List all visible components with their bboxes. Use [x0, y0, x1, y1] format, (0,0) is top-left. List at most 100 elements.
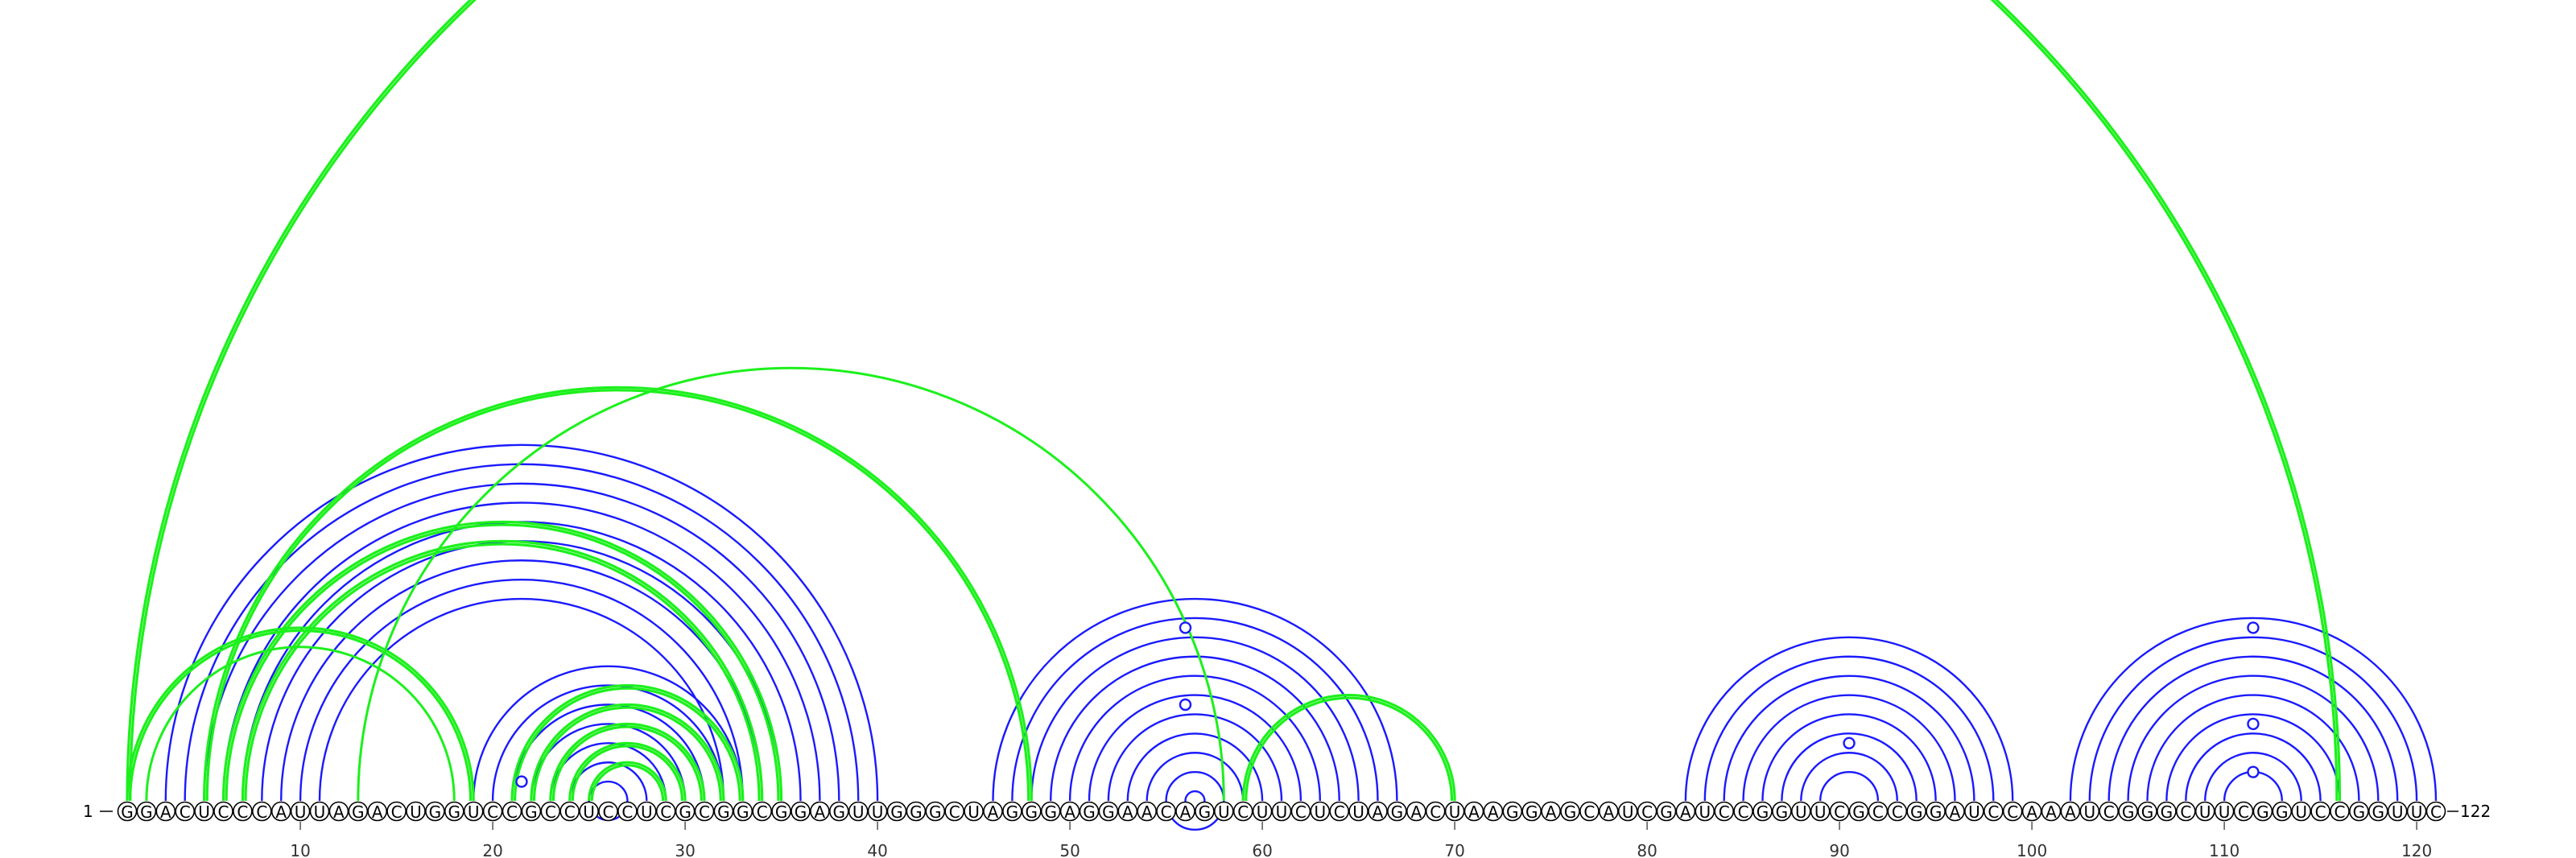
- nucleotide: C: [2002, 801, 2023, 822]
- nucleotide: A: [2041, 801, 2062, 822]
- nucleotide-letter: U: [1218, 802, 1230, 822]
- loop-marker: [515, 775, 528, 788]
- nucleotide-letter: U: [1352, 802, 1364, 822]
- axis-tick-label: 30: [675, 841, 695, 858]
- nucleotide: G: [1387, 801, 1407, 822]
- base-pair-arc: [2185, 732, 2322, 802]
- nucleotide: U: [1214, 801, 1234, 822]
- nucleotide-letter: A: [160, 802, 171, 822]
- nucleotide: A: [1483, 801, 1504, 822]
- alt-pair-arc: [130, 0, 2337, 801]
- nucleotide: C: [559, 801, 580, 822]
- alt-pair-arc: [128, 629, 473, 802]
- nucleotide-letter: U: [2411, 802, 2423, 822]
- nucleotide-letter: G: [717, 802, 730, 822]
- alt-pair-arc: [225, 523, 780, 802]
- base-pair-arc: [1184, 790, 1206, 802]
- nucleotide-letter: U: [2295, 802, 2307, 822]
- nucleotide: G: [2118, 801, 2138, 822]
- nucleotide: G: [1195, 801, 1215, 822]
- nucleotide: G: [1079, 801, 1100, 822]
- nucleotide: C: [175, 801, 195, 822]
- nucleotide: A: [1137, 801, 1157, 822]
- nucleotide: G: [733, 801, 753, 822]
- nucleotide: U: [1964, 801, 1984, 822]
- nucleotide-letter: G: [1660, 802, 1673, 822]
- nucleotide: U: [1791, 801, 1811, 822]
- nucleotide-letter: G: [679, 802, 691, 822]
- axis-tick-label: 70: [1444, 841, 1464, 858]
- nucleotide-letter: C: [1583, 802, 1595, 822]
- alt-pair-arc: [221, 520, 783, 802]
- nucleotide: A: [1675, 801, 1696, 822]
- base-pair-arc: [2088, 636, 2418, 802]
- base-pair-arc: [1011, 617, 1379, 802]
- nucleotide: A: [1059, 801, 1080, 822]
- nucleotide: U: [1252, 801, 1273, 822]
- nucleotide-letter: G: [525, 802, 538, 822]
- nucleotide: U: [2079, 801, 2100, 822]
- alt-pair-arc: [1241, 693, 1456, 802]
- base-pair-arc: [473, 665, 744, 802]
- base-pair-arc: [1165, 771, 1225, 802]
- alt-pair-arc: [203, 386, 1033, 802]
- nucleotide-letter: C: [660, 802, 671, 822]
- nucleotide-letter: G: [448, 802, 461, 822]
- nucleotide-letter: U: [1449, 802, 1461, 822]
- loop-marker: [1179, 621, 1192, 634]
- nucleotide: U: [194, 801, 214, 822]
- nucleotide: C: [2425, 801, 2446, 822]
- nucleotide-letter: G: [910, 802, 923, 822]
- nucleotide-letter: A: [1950, 802, 1961, 822]
- nucleotide: C: [1868, 801, 1889, 822]
- nucleotide-letter: A: [1546, 802, 1557, 822]
- nucleotide-letter: G: [1525, 802, 1538, 822]
- nucleotide: C: [617, 801, 638, 822]
- nucleotide-letter: C: [2238, 802, 2249, 822]
- nucleotide-letter: C: [237, 802, 248, 822]
- base-pair-arc: [184, 463, 860, 802]
- nucleotide: C: [502, 801, 522, 822]
- alt-pair-arc: [530, 703, 725, 802]
- nucleotide: A: [270, 801, 291, 822]
- nucleotide-letter: G: [833, 802, 846, 822]
- nucleotide: U: [309, 801, 330, 822]
- loop-marker: [2247, 765, 2260, 778]
- alt-pair-arc: [549, 722, 706, 802]
- nucleotide: U: [1271, 801, 1292, 822]
- nucleotide-letter: U: [1795, 802, 1807, 822]
- nucleotide-letter: C: [564, 802, 576, 822]
- nucleotide-letter: C: [949, 802, 960, 822]
- alt-pair-arc: [588, 761, 667, 802]
- nucleotide-letter: A: [988, 802, 999, 822]
- nucleotide-letter: G: [1506, 802, 1519, 822]
- nucleotide: C: [540, 801, 561, 822]
- position-axis: 10 20 30 40 50 60 70 80 90 100 110 120: [290, 822, 2432, 858]
- nucleotide: A: [1117, 801, 1138, 822]
- nucleotide-letter: G: [890, 802, 903, 822]
- nucleotide: G: [521, 801, 542, 822]
- nucleotide-letter: G: [2256, 802, 2269, 822]
- nucleotide-letter: G: [1102, 802, 1115, 822]
- sequence-end-label: 122: [2460, 802, 2491, 821]
- nucleotide: U: [2194, 801, 2215, 822]
- nucleotide-letter: G: [737, 802, 749, 822]
- base-pair-arc: [1126, 732, 1264, 802]
- nucleotide: C: [694, 801, 715, 822]
- base-pair-arc: [549, 742, 667, 802]
- nucleotide: G: [2137, 801, 2157, 822]
- nucleotide: C: [2233, 801, 2254, 822]
- base-pair-arc: [318, 597, 725, 802]
- nucleotide-letter: C: [1872, 802, 1884, 822]
- nucleotide: G: [1002, 801, 1022, 822]
- nucleotide-letter: U: [2199, 802, 2211, 822]
- nucleotide: C: [1829, 801, 1850, 822]
- nucleotide-letter: A: [1122, 802, 1133, 822]
- base-pair-arc: [510, 703, 706, 802]
- nucleotide: G: [117, 801, 138, 822]
- nucleotide-letter: A: [2065, 802, 2076, 822]
- nucleotide: C: [1637, 801, 1657, 822]
- nucleotide: C: [1733, 801, 1753, 822]
- base-pair-arc: [1781, 732, 1918, 802]
